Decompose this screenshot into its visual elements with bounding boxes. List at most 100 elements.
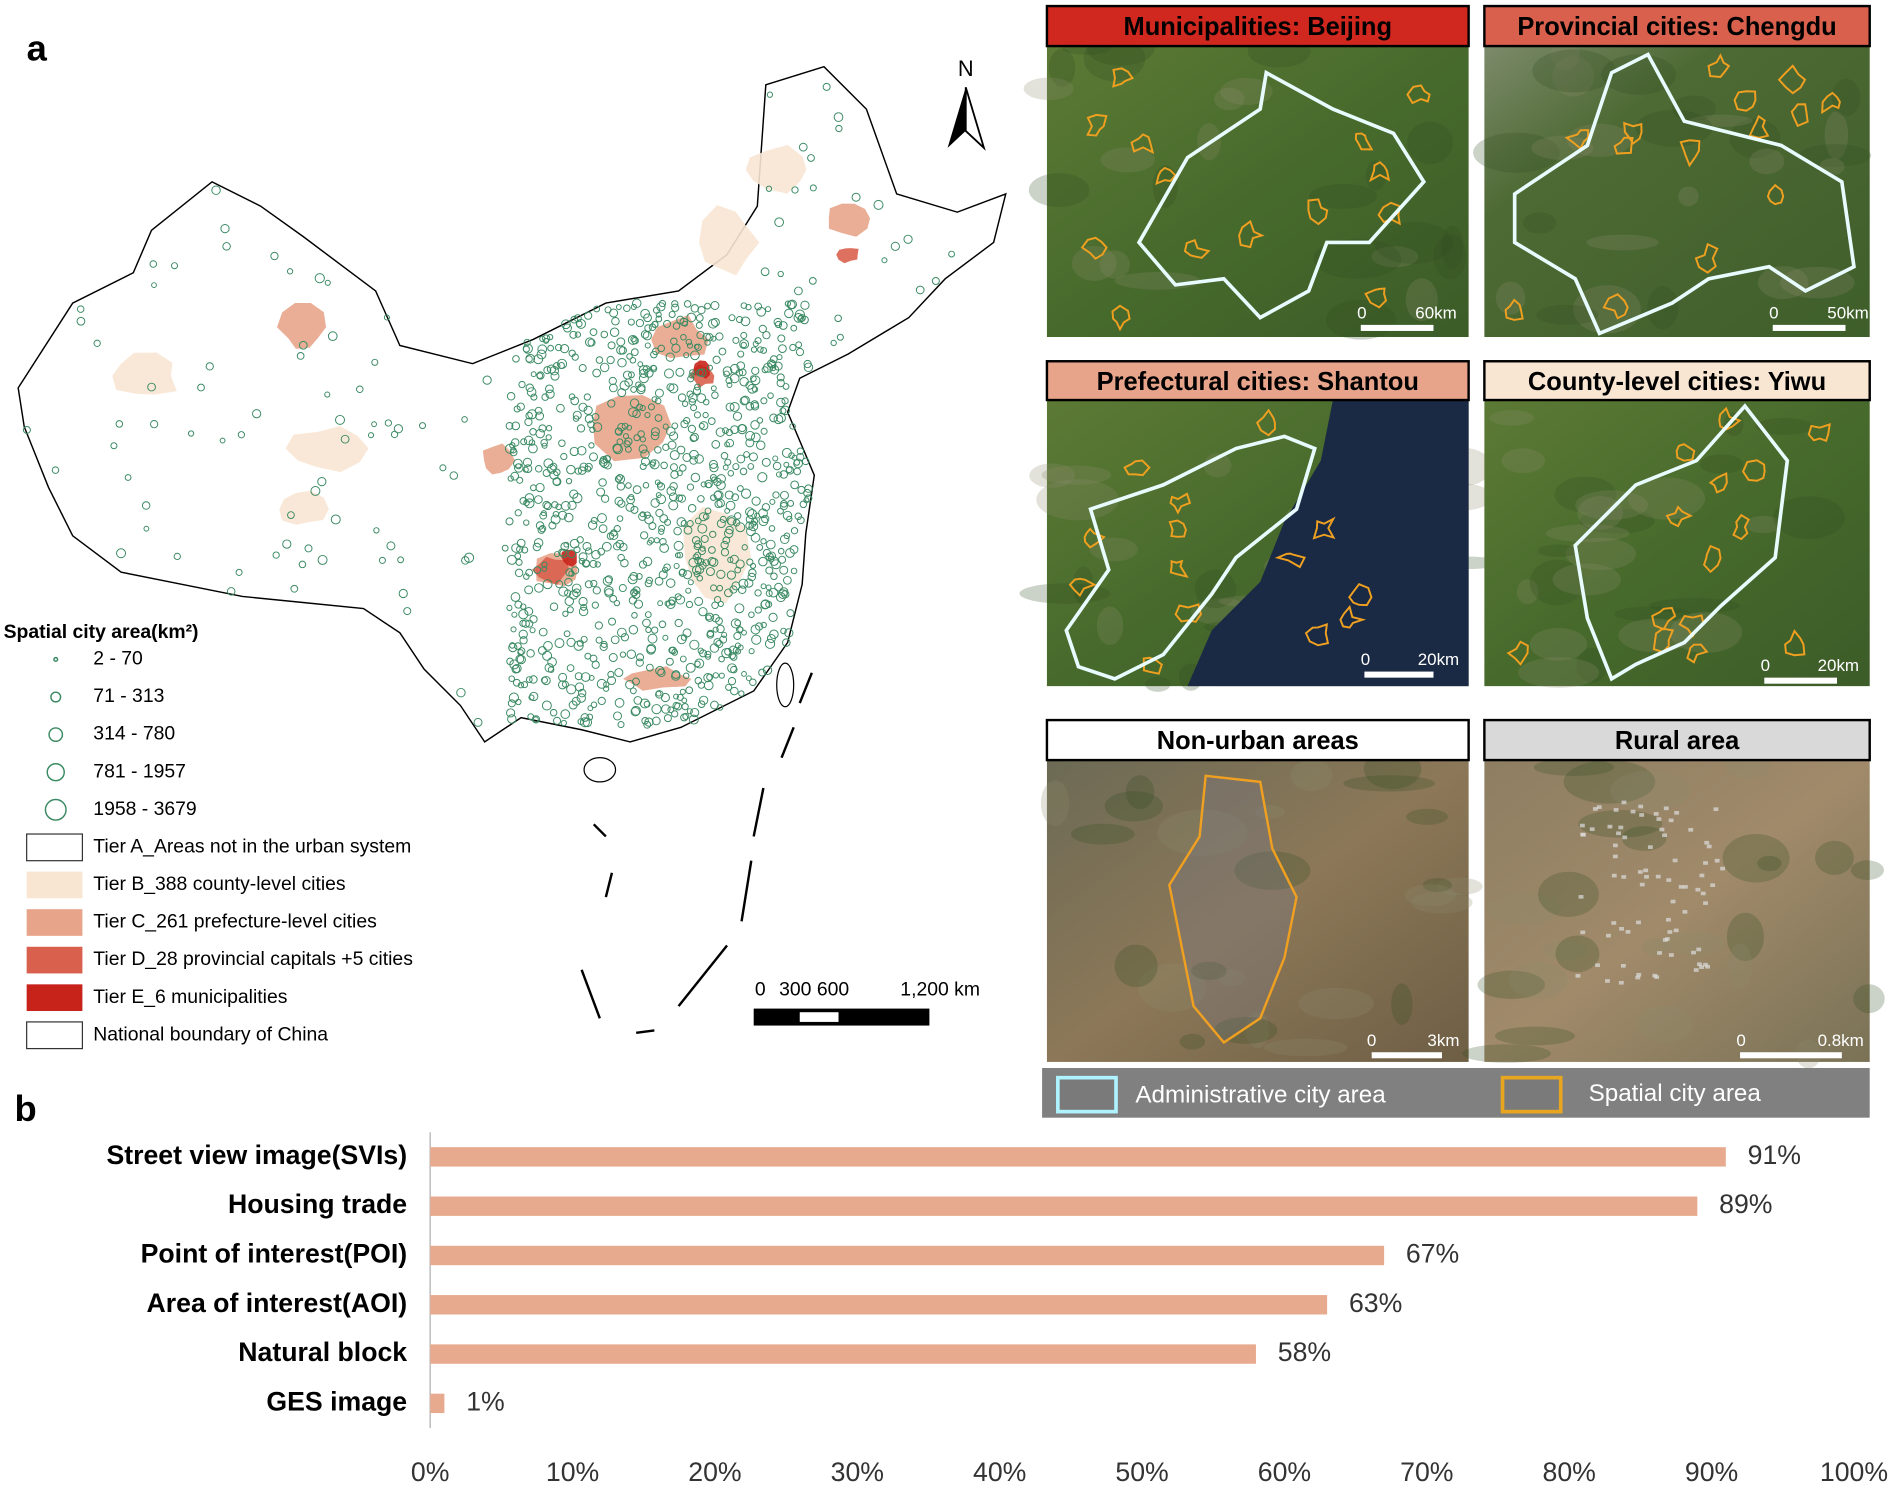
city-circle [222,242,231,251]
city-circle [782,638,791,647]
city-circle [371,358,379,366]
terrain-texture [1374,221,1453,264]
city-circle [741,544,748,551]
city-circle [761,366,769,374]
city-circle [610,635,620,645]
city-circle [563,630,571,638]
city-circle [561,319,571,330]
city-circle [647,403,655,411]
city-circle [519,636,528,645]
city-circle [677,393,687,402]
city-circle [534,406,543,415]
spatial-city-outline [1238,219,1265,249]
country-outline [17,65,1007,743]
city-circle [628,371,635,379]
city-circle [640,449,650,459]
city-circle [760,347,768,354]
city-circle [510,471,520,481]
city-circle [505,421,514,430]
terrain-texture [1508,961,1568,999]
panel-title: Prefectural cities: Shantou [1097,368,1419,396]
panel-title: Rural area [1615,727,1740,755]
terrain-texture [1114,944,1158,988]
city-circle [541,700,552,711]
island [583,757,617,783]
city-circle [578,364,587,373]
city-circle [580,635,588,643]
city-circle [627,318,635,326]
admin-boundary [1064,434,1317,681]
city-circle [566,684,577,695]
city-circle [585,337,595,347]
city-circle [541,442,548,449]
city-circle [628,407,638,418]
legend-swatch [26,1021,84,1050]
city-circle [558,680,567,690]
spatial-city-outline [1086,113,1108,137]
city-circle [555,580,564,589]
city-circle [749,562,757,570]
city-circle [694,596,704,606]
scale-label: 1,200 km [900,979,980,1001]
city-circle [607,341,616,350]
city-circle [724,647,732,656]
terrain-texture [1254,805,1285,819]
city-circle [686,520,694,528]
city-circle [461,416,468,423]
city-circle [745,675,752,682]
city-circle [743,451,750,458]
city-circle [456,687,466,698]
city-circle [656,494,667,505]
value-label: 63% [1349,1288,1402,1318]
city-circle [703,673,713,683]
city-circle [630,386,638,393]
village-building [1647,845,1653,849]
terrain-texture [1028,173,1090,208]
city-circle [793,313,804,323]
tier-patch [285,426,369,473]
city-circle [576,536,584,544]
city-circle [558,439,566,447]
city-circle [22,425,31,434]
village-building [1695,887,1701,892]
city-circle [608,617,617,626]
city-circle [512,355,520,363]
village-building [1579,823,1585,828]
city-circle [655,311,662,318]
city-circle [510,592,521,602]
city-circle [554,638,565,649]
city-circle [539,335,546,343]
city-circle [683,300,692,308]
scale-label: 3km [1427,1031,1459,1050]
city-circle [750,420,760,430]
city-circle [795,347,805,357]
city-circle [508,692,519,703]
city-circle [711,440,721,449]
terrain-texture [1114,272,1202,290]
city-circle [751,496,761,506]
city-circle [728,651,736,660]
bar [430,1393,445,1414]
city-circle [545,434,552,441]
city-circle [779,565,789,575]
scale-label: 0.8km [1818,1031,1864,1050]
city-circle [716,519,726,529]
city-circle [710,584,718,592]
terrain-texture [1642,938,1670,956]
city-circle [641,457,650,467]
city-circle [631,705,641,716]
city-circle [676,551,684,559]
spatial-city-outline [1784,629,1806,657]
city-circle [403,607,412,616]
city-circle [532,716,539,723]
city-circle [659,514,669,523]
city-circle [633,434,641,442]
city-circle [783,461,790,468]
city-circle [660,461,668,470]
city-circle [607,676,617,686]
city-circle [776,373,785,382]
city-circle [534,495,543,504]
city-circle [525,676,533,683]
city-circle [783,575,792,585]
city-circle [665,578,676,588]
